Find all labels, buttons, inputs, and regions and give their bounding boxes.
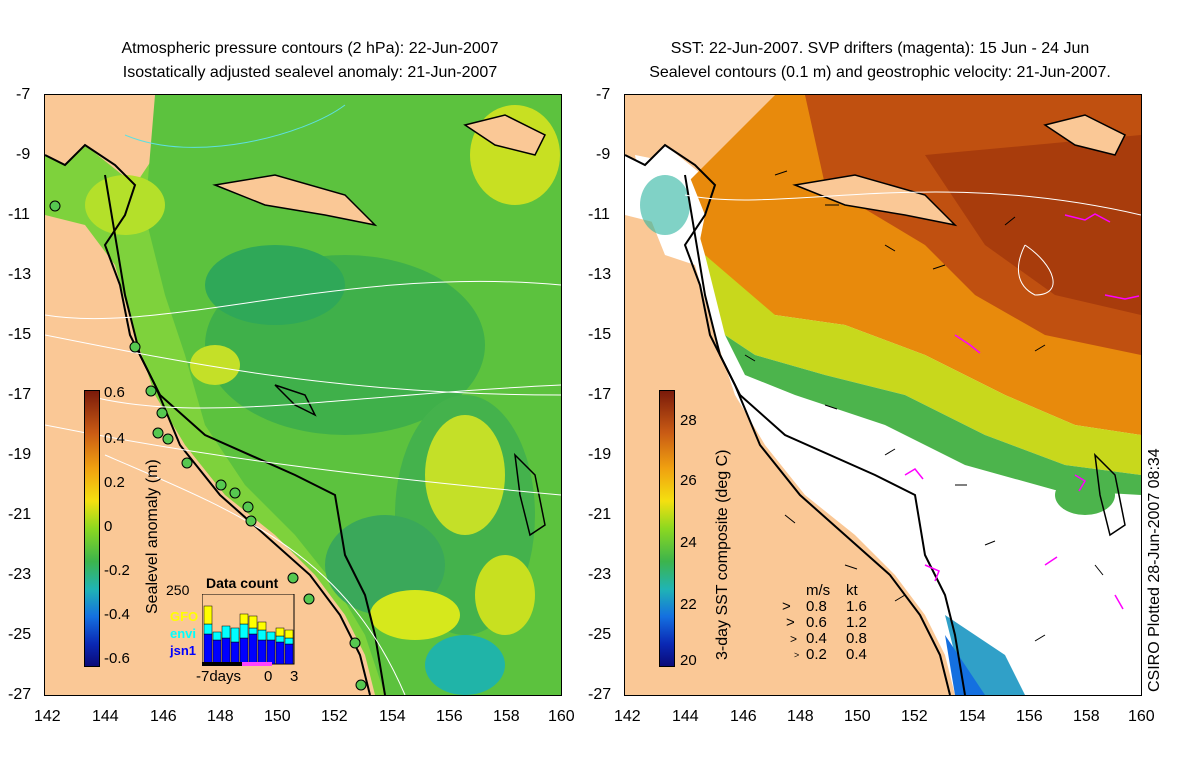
vel-legend-arrow-icon: > [786,614,795,631]
left-cb-tick: -0.4 [104,606,130,623]
right-title-line2: Sealevel contours (0.1 m) and geostrophi… [649,64,1111,81]
lat-tick-right: -19 [588,446,612,463]
lat-tick-right: -13 [588,266,612,283]
lon-tick-left: 158 [493,708,520,725]
right-map-graphic [625,95,1141,695]
lon-tick-left: 154 [379,708,406,725]
left-title-line2: Isostatically adjusted sealevel anomaly:… [122,64,498,81]
lat-tick-right: -11 [588,206,610,223]
right-cb-tick: 20 [680,652,697,669]
right-cb-tick: 24 [680,534,697,551]
lon-tick-right: 144 [672,708,699,725]
right-cb-tick: 28 [680,412,697,429]
lat-tick-left: -25 [8,626,32,643]
lon-tick-right: 156 [1016,708,1043,725]
lat-tick-left: -17 [8,386,32,403]
data-count-title: Data count [206,575,279,591]
right-sst-map [624,94,1142,696]
lon-tick-left: 156 [436,708,463,725]
legend-gfo: GFO [170,609,199,624]
lon-tick-right: 152 [901,708,928,725]
legend-envi: envi [170,626,197,641]
data-count-axis-mid: 0 [264,668,273,685]
data-count-axis-left: -7days [196,668,242,685]
lon-tick-left: 144 [92,708,119,725]
left-colorbar-label: Sealevel anomaly (m) [144,459,161,614]
lat-tick-right: -21 [588,506,612,523]
lat-tick-left: -9 [16,146,31,163]
lon-tick-right: 148 [787,708,814,725]
lat-tick-right: -27 [588,686,612,703]
lat-tick-right: -9 [596,146,611,163]
vel-legend-arrow-icon: > [782,598,791,615]
vel-legend-kt: 1.6 [846,598,867,615]
lon-tick-left: 146 [150,708,177,725]
lat-tick-left: -13 [8,266,32,283]
vel-legend-kt: 0.8 [846,630,867,647]
lat-tick-left: -27 [8,686,32,703]
lon-tick-right: 160 [1128,708,1155,725]
left-cb-tick: 0.6 [104,384,125,401]
vel-legend-kt: 0.4 [846,646,867,663]
left-cb-tick: 0 [104,518,113,535]
lon-tick-right: 158 [1073,708,1100,725]
vel-legend-kt-header: kt [846,582,858,599]
lon-tick-right: 150 [844,708,871,725]
lat-tick-right: -25 [588,626,612,643]
data-count-histogram [202,594,295,666]
vel-legend-arrow-icon: > [794,650,800,660]
lat-tick-right: -17 [588,386,612,403]
lat-tick-left: -15 [8,326,32,343]
lon-tick-left: 142 [34,708,61,725]
left-cb-tick: 0.4 [104,430,125,447]
right-colorbar [659,390,675,667]
right-colorbar-label: 3-day SST composite (deg C) [714,449,731,660]
right-cb-tick: 22 [680,596,697,613]
left-map-graphic [45,95,561,695]
left-cb-tick: 0.2 [104,474,125,491]
lon-tick-right: 142 [614,708,641,725]
left-sealevel-map [44,94,562,696]
vel-legend-ms: 0.8 [806,598,827,615]
data-count-axis-right: 3 [290,668,299,685]
lat-tick-left: -23 [8,566,32,583]
lat-tick-right: -23 [588,566,612,583]
left-cb-tick: -0.2 [104,562,130,579]
vel-legend-ms: 0.4 [806,630,827,647]
left-title-line1: Atmospheric pressure contours (2 hPa): 2… [121,40,499,57]
legend-jsn1: jsn1 [170,643,197,658]
left-cb-tick: -0.6 [104,650,130,667]
left-colorbar [84,390,100,667]
lon-tick-left: 150 [264,708,291,725]
right-title-line1: SST: 22-Jun-2007. SVP drifters (magenta)… [670,40,1090,57]
vel-legend-ms-header: m/s [806,582,831,599]
lat-tick-left: -21 [8,506,32,523]
lat-tick-right: -15 [588,326,612,343]
lon-tick-right: 154 [959,708,986,725]
lat-tick-left: -19 [8,446,32,463]
vel-legend-kt: 1.2 [846,614,867,631]
vel-legend-ms: 0.6 [806,614,827,631]
right-cb-tick: 26 [680,472,697,489]
lon-tick-right: 146 [730,708,757,725]
lon-tick-left: 148 [207,708,234,725]
vel-legend-ms: 0.2 [806,646,827,663]
credit-label: CSIRO Plotted 28-Jun-2007 08:34 [1146,448,1163,692]
lat-tick-left: -7 [16,86,31,103]
lon-tick-left: 152 [321,708,348,725]
vel-legend-arrow-icon: > [790,632,798,646]
data-count-max: 250 [166,582,190,598]
lon-tick-left: 160 [548,708,575,725]
lat-tick-right: -7 [596,86,611,103]
lat-tick-left: -11 [8,206,30,223]
